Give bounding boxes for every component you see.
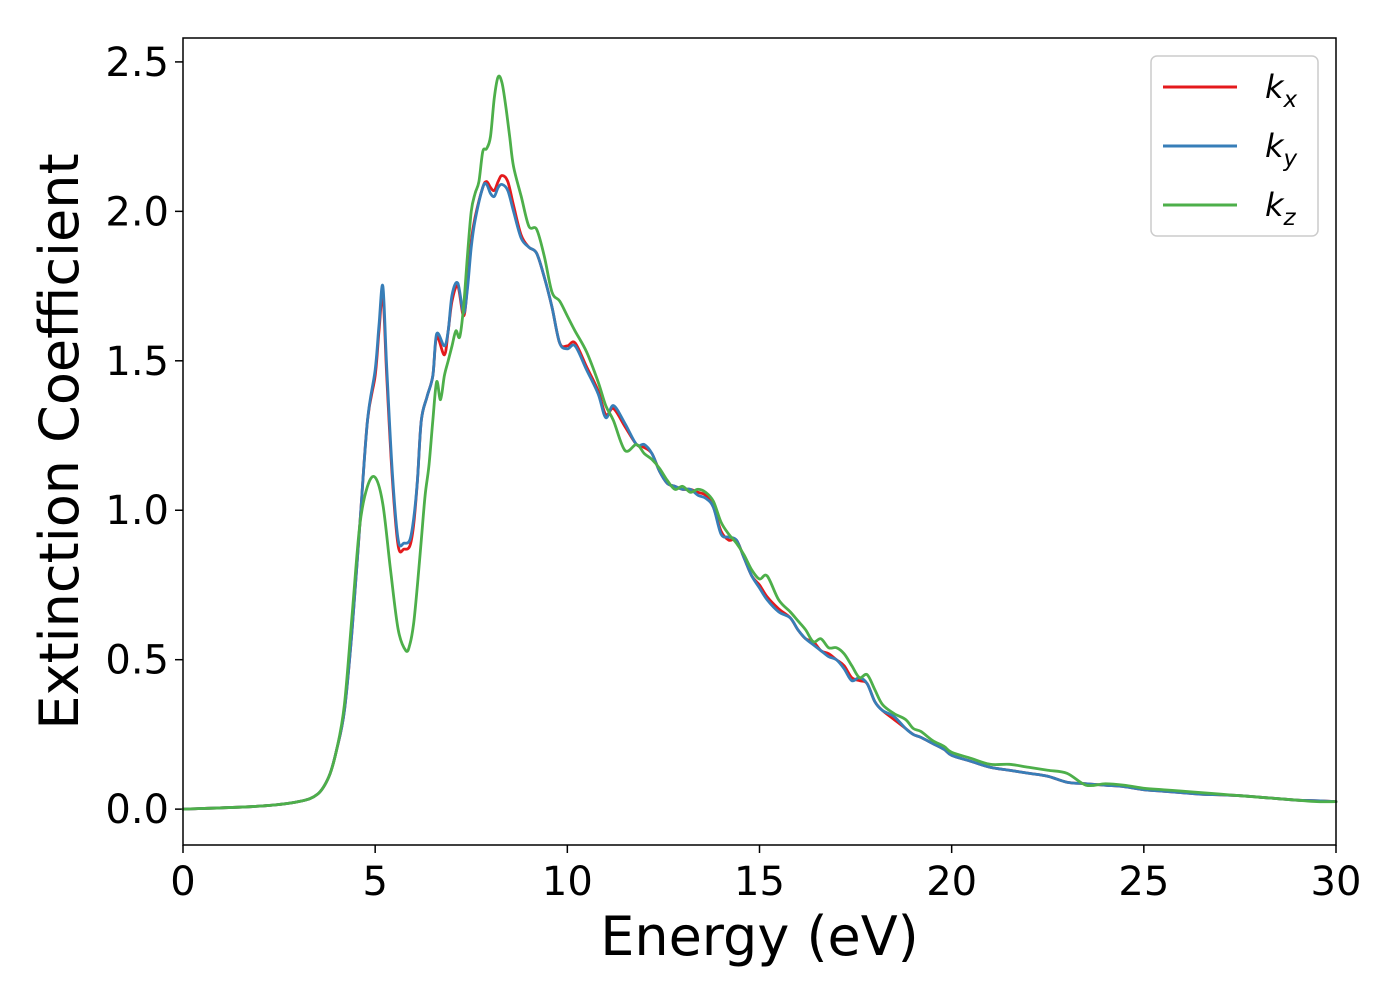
legend-label-x: kx bbox=[1265, 68, 1298, 113]
x-axis-ticks: 0 5 10 15 20 25 30 bbox=[170, 845, 1361, 905]
x-tick-label: 15 bbox=[734, 859, 785, 905]
legend-label-z: kz bbox=[1265, 186, 1297, 231]
x-axis-title: Energy (eV) bbox=[600, 905, 919, 968]
plot-frame bbox=[182, 37, 1337, 846]
y-tick-label: 0.0 bbox=[105, 787, 169, 833]
y-axis-ticks: 0.0 0.5 1.0 1.5 2.0 2.5 bbox=[105, 40, 183, 833]
series-line-x bbox=[181, 174, 1338, 811]
x-tick-label: 0 bbox=[170, 859, 195, 905]
series-line-y bbox=[181, 181, 1338, 811]
series-layer bbox=[181, 74, 1338, 811]
y-axis-title: Extinction Coefficient bbox=[28, 153, 91, 729]
legend-label-y: ky bbox=[1265, 127, 1298, 172]
x-tick-label: 30 bbox=[1311, 859, 1362, 905]
y-tick-label: 1.0 bbox=[105, 488, 169, 534]
legend: kx ky kz bbox=[1150, 55, 1319, 237]
y-tick-label: 2.0 bbox=[105, 189, 169, 235]
x-tick-label: 10 bbox=[542, 859, 593, 905]
y-tick-label: 0.5 bbox=[105, 638, 169, 684]
x-tick-label: 5 bbox=[362, 859, 387, 905]
x-tick-label: 20 bbox=[926, 859, 977, 905]
y-tick-label: 1.5 bbox=[105, 339, 169, 385]
y-tick-label: 2.5 bbox=[105, 40, 169, 86]
series-line-z bbox=[181, 74, 1338, 811]
x-tick-label: 25 bbox=[1118, 859, 1169, 905]
